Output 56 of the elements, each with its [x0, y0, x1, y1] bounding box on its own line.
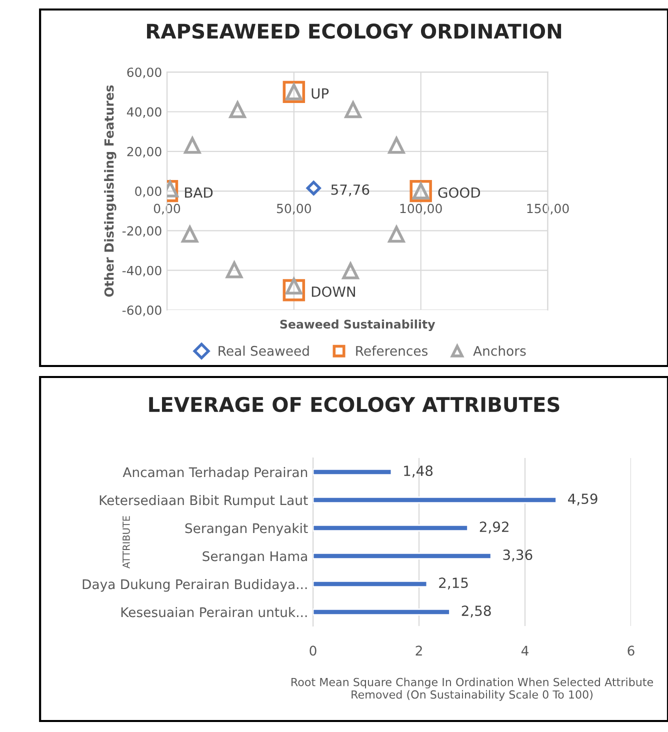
legend-label: Anchors [473, 346, 526, 356]
point [226, 262, 243, 278]
x-tick-label: 100,00 [400, 204, 442, 215]
x-tick-label: 50,00 [276, 204, 311, 215]
data-label: 2,92 [480, 522, 508, 534]
bar [313, 580, 428, 588]
point [388, 137, 405, 154]
annotation: DOWN [312, 286, 355, 297]
point [344, 101, 362, 118]
y-axis-title: Other Distinguishing Features [104, 85, 116, 297]
point [182, 226, 198, 243]
x-tick-label: 150,00 [527, 204, 569, 215]
x-axis-title: Root Mean Square Change In Ordination When Selected Attribute Removed (On Sustainability Scale 0 To 100) [292, 678, 654, 701]
data-label: 3,36 [503, 550, 532, 562]
legend-label: Real Seaweed [218, 346, 309, 356]
point [342, 262, 359, 280]
y-tick-label: 0,00 [135, 186, 162, 198]
annotation: BAD [185, 188, 213, 198]
data-label: 2,58 [462, 606, 491, 618]
point [388, 226, 405, 243]
bar [313, 552, 492, 560]
y-tick-label: -20,00 [122, 226, 162, 237]
point [282, 279, 306, 302]
data-label: 1,48 [404, 466, 433, 478]
y-tick-label: Serangan Hama [202, 551, 307, 564]
y-tick-label: 60,00 [127, 68, 162, 78]
annotation: 57,76 [331, 184, 370, 196]
y-tick-label: 40,00 [126, 107, 162, 118]
point [184, 137, 201, 154]
data-label: 4,59 [568, 494, 598, 506]
y-tick-label: 20,00 [127, 146, 162, 158]
bar [313, 496, 557, 504]
bar [313, 608, 450, 616]
chart-title: RAPSEAWEED ECOLOGY ORDINATION [147, 24, 562, 39]
x-tick-label: 6 [628, 646, 634, 656]
y-tick-label: Kesesuaian Perairan untuk... [121, 606, 307, 618]
y-tick-label: Ketersediaan Bibit Rumput Laut [100, 495, 308, 508]
y-tick-label: Daya Dukung Perairan Budidaya... [82, 578, 307, 592]
x-tick-label: 2 [416, 646, 422, 656]
y-tick-label: Ancaman Terhadap Perairan [122, 467, 308, 480]
y-axis-title: ATTRIBUTE [122, 516, 130, 568]
annotation: GOOD [438, 187, 480, 198]
annotation: UP [312, 88, 329, 99]
x-axis-title: Seaweed Sustainability [280, 320, 436, 332]
y-tick-label: -40,00 [122, 266, 162, 277]
bar [313, 468, 392, 476]
bar [313, 524, 468, 532]
point [306, 180, 321, 196]
x-tick-label: 0 [310, 646, 316, 656]
data-label: 2,15 [439, 578, 468, 590]
legend-label: References [356, 346, 428, 356]
point [229, 101, 246, 118]
chart-title: LEVERAGE OF ECOLOGY ATTRIBUTES [149, 396, 560, 412]
x-tick-label: 4 [521, 646, 528, 656]
y-tick-label: -60,00 [122, 305, 162, 316]
y-tick-label: Serangan Penyakit [185, 522, 308, 536]
